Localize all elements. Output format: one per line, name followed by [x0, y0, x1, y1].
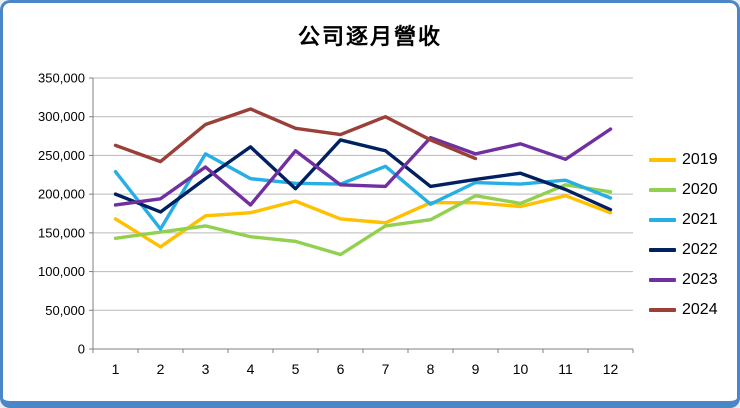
legend-item-2022[interactable]: 2022 — [649, 235, 718, 265]
legend-label: 2022 — [682, 241, 718, 258]
legend-label: 2019 — [682, 151, 718, 168]
y-axis-tick-label: 150,000 — [38, 225, 85, 240]
legend-label: 2021 — [682, 211, 718, 228]
y-axis-tick-label: 0 — [78, 342, 85, 357]
legend-item-2019[interactable]: 2019 — [649, 145, 718, 175]
legend-swatch-icon — [649, 248, 676, 252]
x-axis-tick-label: 2 — [157, 361, 165, 377]
legend-swatch-icon — [649, 158, 676, 162]
y-axis-tick-label: 100,000 — [38, 264, 85, 279]
legend-label: 2020 — [682, 181, 718, 198]
series-line-2022[interactable] — [113, 138, 613, 214]
x-axis-tick-label: 9 — [472, 361, 480, 377]
x-axis-tick-label: 3 — [202, 361, 210, 377]
series-line-2020[interactable] — [113, 183, 613, 257]
y-axis-tick-label: 250,000 — [38, 148, 85, 163]
series-line-2019[interactable] — [113, 193, 613, 249]
chart-title[interactable]: 公司逐月營收 — [297, 24, 442, 49]
y-axis-tick-label: 50,000 — [45, 303, 85, 318]
legend-swatch-icon — [649, 218, 676, 222]
y-axis-tick-label: 200,000 — [38, 187, 85, 202]
legend-label: 2023 — [682, 271, 718, 288]
x-axis-tick-label: 7 — [382, 361, 390, 377]
x-axis-tick-label: 11 — [558, 361, 573, 377]
legend-swatch-icon — [649, 308, 676, 312]
y-axis-tick-label: 350,000 — [38, 71, 85, 86]
legend-item-2021[interactable]: 2021 — [649, 205, 718, 235]
legend-item-2020[interactable]: 2020 — [649, 175, 718, 205]
legend-swatch-icon — [649, 278, 676, 282]
series-line-2023[interactable] — [113, 127, 613, 207]
legend-swatch-icon — [649, 188, 676, 192]
legend: 2019 2020 2021 2022 2023 2024 — [649, 145, 718, 325]
x-axis-tick-label: 8 — [427, 361, 435, 377]
x-axis-tick-label: 4 — [247, 361, 255, 377]
x-axis-tick-label: 5 — [292, 361, 300, 377]
series-line-2021[interactable] — [113, 152, 613, 231]
legend-label: 2024 — [682, 301, 718, 318]
series-line-2024[interactable] — [113, 107, 478, 164]
x-axis-tick-label: 10 — [513, 361, 529, 377]
x-axis-tick-label: 6 — [337, 361, 345, 377]
y-axis-tick-label: 300,000 — [38, 109, 85, 124]
plot-area[interactable]: 0 50,000 100,000 150,000 200,000 250,000 300,0… — [3, 3, 740, 408]
x-axis-tick-label: 1 — [112, 361, 120, 377]
legend-item-2024[interactable]: 2024 — [649, 295, 718, 325]
legend-item-2023[interactable]: 2023 — [649, 265, 718, 295]
x-axis-tick-label: 12 — [603, 361, 619, 377]
